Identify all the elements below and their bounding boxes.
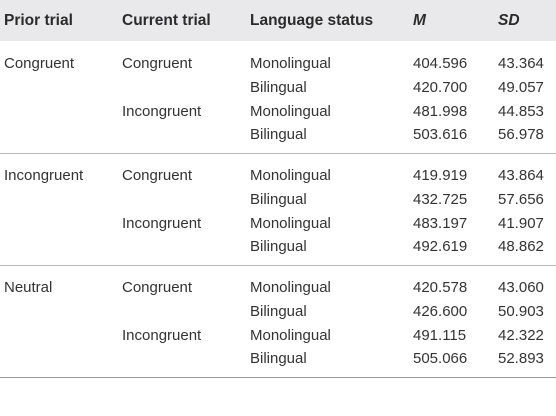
sd-cell: 56.978 [498,126,544,144]
mean-cell: 505.066 [413,350,468,368]
sd-cell: 43.864 [498,166,544,184]
prior-trial-cell [0,235,118,265]
table-row: Incongruent Monolingual 481.998 44.853 [0,99,556,123]
table-row: Bilingual 420.700 49.057 [0,75,556,99]
sd-cell: 43.364 [498,54,544,72]
table-row: Bilingual 426.600 50.903 [0,299,556,323]
table-row: Congruent Congruent Monolingual 404.596 … [0,41,556,75]
prior-trial-cell [0,347,118,377]
prior-trial-cell: Neutral [4,278,53,296]
current-trial-cell: Incongruent [122,214,202,232]
mean-cell: 483.197 [413,214,468,232]
sd-cell: 48.862 [498,238,544,256]
mean-cell: 491.115 [413,326,467,344]
table-row: Bilingual 503.616 56.978 [0,123,556,153]
group-neutral: Neutral Congruent Monolingual 420.578 43… [0,265,556,377]
language-status-cell: Bilingual [250,350,307,368]
language-status-cell: Monolingual [250,166,331,184]
language-status-cell: Monolingual [250,326,331,344]
table-header: Prior trial Current trial Language statu… [0,0,556,41]
current-trial-cell [118,235,246,265]
header-language-status: Language status [250,11,374,29]
sd-cell: 49.057 [498,78,544,96]
language-status-cell: Monolingual [250,54,331,72]
prior-trial-cell: Incongruent [4,166,84,184]
header-sd: SD [498,11,520,29]
prior-trial-cell [0,323,118,347]
language-status-cell: Bilingual [250,238,307,256]
header-current-trial: Current trial [122,11,211,29]
mean-cell: 481.998 [413,102,468,120]
language-status-cell: Monolingual [250,102,331,120]
language-status-cell: Monolingual [250,278,331,296]
sd-cell: 44.853 [498,102,544,120]
header-prior-trial: Prior trial [4,11,73,29]
table-row: Bilingual 505.066 52.893 [0,347,556,377]
prior-trial-cell [0,187,118,211]
sd-cell: 42.322 [498,326,544,344]
current-trial-cell: Congruent [122,166,193,184]
header-mean: M [413,11,426,29]
current-trial-cell: Congruent [122,278,193,296]
sd-cell: 52.893 [498,350,544,368]
current-trial-cell: Congruent [122,54,193,72]
current-trial-cell [118,347,246,377]
group-incongruent: Incongruent Congruent Monolingual 419.91… [0,153,556,265]
prior-trial-cell [0,211,118,235]
data-table: Prior trial Current trial Language statu… [0,0,556,377]
sd-cell: 43.060 [498,278,544,296]
mean-cell: 419.919 [413,166,468,184]
sd-cell: 41.907 [498,214,544,232]
mean-cell: 420.700 [413,78,468,96]
mean-cell: 492.619 [413,238,468,256]
table-row: Neutral Congruent Monolingual 420.578 43… [0,265,556,299]
table-row: Incongruent Monolingual 491.115 42.322 [0,323,556,347]
prior-trial-cell [0,75,118,99]
table-row: Incongruent Monolingual 483.197 41.907 [0,211,556,235]
language-status-cell: Bilingual [250,190,307,208]
table-row: Incongruent Congruent Monolingual 419.91… [0,153,556,187]
language-status-cell: Bilingual [250,78,307,96]
language-status-cell: Monolingual [250,214,331,232]
current-trial-cell [118,299,246,323]
sd-cell: 50.903 [498,302,544,320]
language-status-cell: Bilingual [250,302,307,320]
header-row: Prior trial Current trial Language statu… [0,0,556,41]
mean-cell: 432.725 [413,190,468,208]
prior-trial-cell: Congruent [4,54,75,72]
current-trial-cell: Incongruent [122,102,202,120]
prior-trial-cell [0,299,118,323]
current-trial-cell [118,187,246,211]
mean-cell: 420.578 [413,278,468,296]
mean-cell: 503.616 [413,126,468,144]
current-trial-cell [118,123,246,153]
prior-trial-cell [0,123,118,153]
mean-cell: 404.596 [413,54,468,72]
table-row: Bilingual 492.619 48.862 [0,235,556,265]
language-status-cell: Bilingual [250,126,307,144]
prior-trial-cell [0,99,118,123]
group-congruent: Congruent Congruent Monolingual 404.596 … [0,41,556,153]
current-trial-cell: Incongruent [122,326,202,344]
mean-cell: 426.600 [413,302,468,320]
sd-cell: 57.656 [498,190,544,208]
current-trial-cell [118,75,246,99]
table-row: Bilingual 432.725 57.656 [0,187,556,211]
